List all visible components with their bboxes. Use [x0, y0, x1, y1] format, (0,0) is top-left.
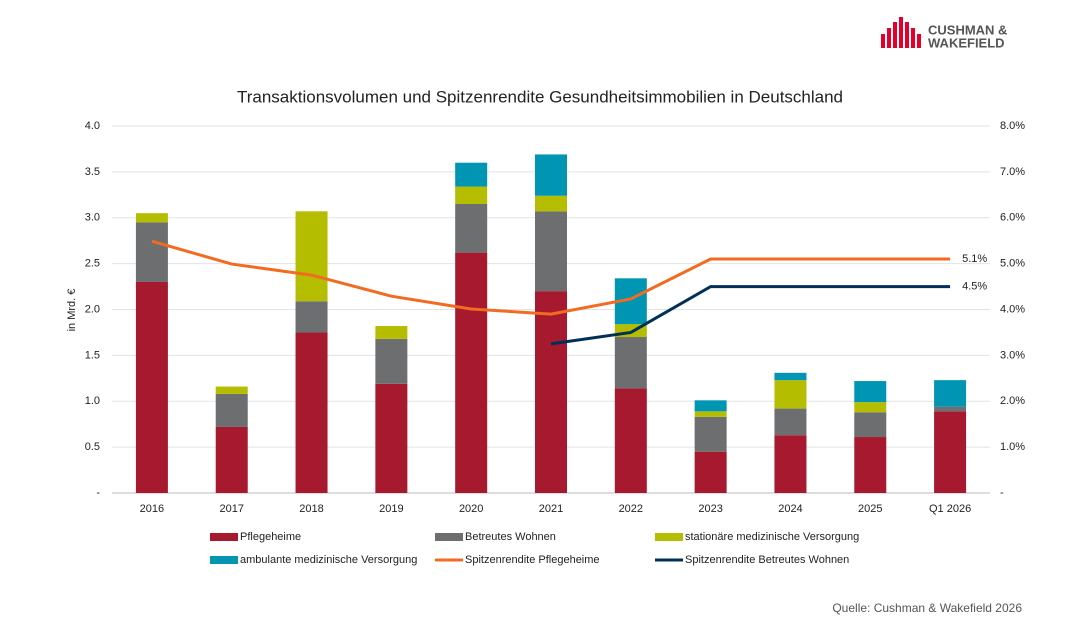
legend-swatch — [210, 556, 238, 564]
y-tick-label: 3.5 — [85, 166, 100, 178]
y-tick-label: 2.5 — [85, 258, 100, 270]
bar-segment — [614, 388, 647, 493]
bar-segment — [375, 326, 408, 339]
bar-segment — [295, 301, 328, 333]
y-tick-label: 3.0 — [85, 212, 100, 224]
bar-segment — [854, 412, 887, 438]
bar-segment — [215, 386, 248, 394]
source: Quelle: Cushman & Wakefield 2026 — [832, 601, 1022, 615]
brand-line: WAKEFIELD — [928, 35, 1005, 50]
bar-segment — [694, 451, 727, 493]
bar-segment — [614, 337, 647, 389]
legend-swatch — [210, 533, 238, 541]
bar-segment — [774, 408, 807, 436]
value-label: 4.5% — [962, 280, 987, 292]
y-tick-label: - — [96, 487, 100, 499]
y-tick-label: 1.5 — [85, 349, 100, 361]
bar-segment — [934, 411, 967, 493]
y-tick-label: 1.0 — [85, 395, 100, 407]
bar-segment — [774, 435, 807, 493]
line — [550, 285, 951, 346]
x-tick-label: 2021 — [539, 503, 563, 515]
chart-title: Transaktionsvolumen und Spitzenrendite G… — [237, 87, 843, 106]
bar-segment — [535, 291, 567, 493]
x-tick-label: 2024 — [778, 503, 802, 515]
y2-tick-label: 8.0% — [1000, 120, 1025, 132]
bar-segment — [215, 393, 248, 427]
x-tick-label: 2025 — [858, 503, 882, 515]
x-tick-label: 2016 — [140, 503, 164, 515]
legend-label: Betreutes Wohnen — [465, 531, 556, 543]
bar-segment — [455, 252, 488, 493]
x-tick-label: Q1 2026 — [929, 503, 971, 515]
value-label: 5.1% — [962, 253, 987, 265]
y2-tick-label: - — [1000, 487, 1004, 499]
legend-label: Spitzenrendite Pflegeheime — [465, 554, 600, 566]
x-tick-label: 2023 — [698, 503, 722, 515]
bar-segment — [135, 213, 168, 223]
legend-label: ambulante medizinische Versorgung — [240, 554, 417, 566]
bar-segment — [215, 426, 248, 493]
bar-segment — [694, 400, 727, 412]
bar-segment — [535, 195, 567, 212]
bar-segment — [375, 338, 408, 384]
legend-swatch — [435, 533, 463, 541]
x-tick-label: 2022 — [619, 503, 643, 515]
y2-tick-label: 3.0% — [1000, 349, 1025, 361]
y-tick-label: 4.0 — [85, 120, 100, 132]
x-tick-label: 2019 — [379, 503, 403, 515]
bar-segment — [774, 380, 807, 409]
bar-segment — [934, 380, 967, 407]
bar-segment — [535, 154, 567, 196]
bar-segment — [135, 222, 168, 282]
logo — [881, 17, 921, 48]
legend-label: Pflegeheime — [240, 531, 301, 543]
bar-segment — [854, 381, 887, 403]
bar-segment — [934, 406, 967, 412]
y-axis-label: in Mrd. € — [66, 289, 78, 332]
x-tick-label: 2018 — [299, 503, 323, 515]
y-tick-label: 0.5 — [85, 441, 100, 453]
y2-tick-label: 1.0% — [1000, 441, 1025, 453]
bar-segment — [535, 211, 567, 292]
y-tick-label: 2.0 — [85, 303, 100, 315]
legend-label: stationäre medizinische Versorgung — [685, 531, 859, 543]
y2-tick-label: 6.0% — [1000, 212, 1025, 224]
bar-segment — [135, 281, 168, 493]
bar-segment — [295, 211, 328, 302]
line — [151, 239, 951, 316]
y2-tick-label: 5.0% — [1000, 258, 1025, 270]
bar-segment — [375, 383, 408, 493]
bar-segment — [774, 372, 807, 381]
bar-segment — [455, 186, 488, 204]
y2-tick-label: 2.0% — [1000, 395, 1025, 407]
y2-tick-label: 4.0% — [1000, 303, 1025, 315]
legend-label: Spitzenrendite Betreutes Wohnen — [685, 554, 849, 566]
y2-tick-label: 7.0% — [1000, 166, 1025, 178]
bar-segment — [854, 437, 887, 493]
bar-segment — [455, 203, 488, 253]
bar-segment — [694, 416, 727, 452]
bar-segment — [854, 402, 887, 413]
x-tick-label: 2020 — [459, 503, 483, 515]
bar-segment — [295, 332, 328, 493]
bar-segment — [694, 411, 727, 417]
legend-swatch — [655, 533, 683, 541]
brand-line: CUSHMAN & — [928, 22, 1007, 37]
x-tick-label: 2017 — [219, 503, 243, 515]
bar-segment — [455, 162, 488, 187]
